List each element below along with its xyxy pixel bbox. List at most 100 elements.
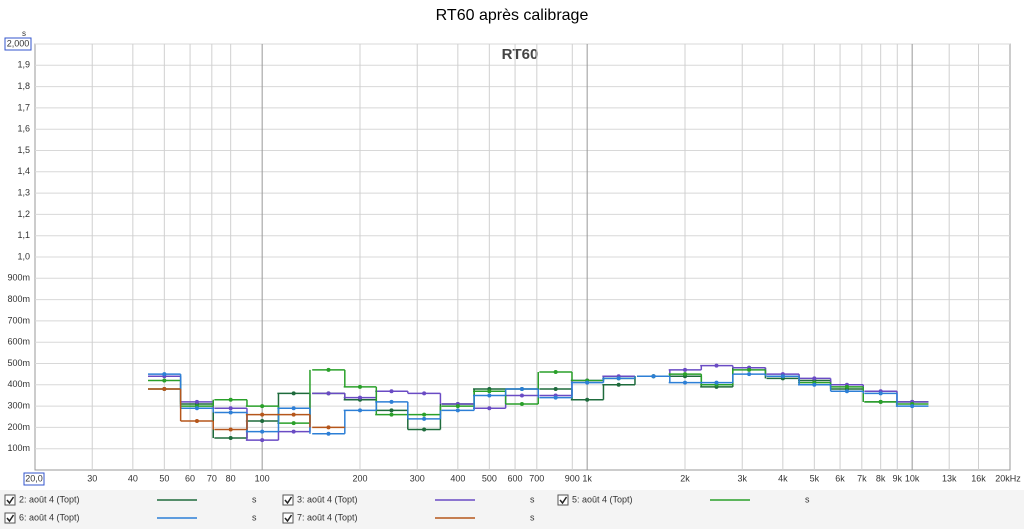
y-tick-label: 1,0 [17,251,30,261]
x-tick-label: 70 [207,473,217,483]
y-tick-label: 800m [7,294,30,304]
legend-checkbox [282,512,294,524]
data-point [358,384,362,389]
data-point [422,416,427,421]
data-point [422,391,427,396]
x-tick-label: 40 [128,473,138,483]
legend-checkbox [282,494,294,506]
x-limit-box [23,472,45,486]
legend-checkbox [557,494,569,506]
data-point [291,406,296,411]
y-tick-label: 1,8 [17,81,30,91]
data-point [844,384,849,389]
data-point [422,412,427,417]
data-point [194,419,199,424]
y-tick-label: 200m [7,422,30,432]
data-point [455,408,460,413]
legend-label: 2: août 4 (Topt) [19,494,80,504]
data-point [260,412,265,417]
legend-area [0,490,1024,529]
data-point [326,425,331,430]
data-point [553,370,558,375]
data-point [228,427,233,432]
data-point [519,387,524,392]
data-point [162,378,167,383]
data-point [228,406,233,411]
data-point [260,419,265,424]
data-point [812,382,817,387]
x-tick-label: 7k [857,473,867,483]
legend-checkbox [4,512,16,524]
legend-check [284,514,293,523]
data-point [326,391,331,396]
x-tick-label: 300 [410,473,425,483]
data-point [616,382,621,387]
y-tick-label: 400m [7,379,30,389]
x-tick-label: 3k [737,473,747,483]
legend-label: 5: août 4 (Topt) [572,494,633,504]
data-point [519,393,524,398]
data-point [389,399,394,404]
data-point [260,438,265,443]
data-point [194,399,199,404]
data-point [291,421,296,426]
y-tick-label: 1,3 [17,187,30,197]
y-tick-label: 2,000 [7,38,30,48]
data-point [162,387,167,392]
x-tick-label: 500 [482,473,497,483]
data-point [651,374,656,379]
data-point [878,399,883,404]
data-point [422,427,427,432]
data-point [910,404,915,409]
data-point [747,367,752,372]
legend-check [6,514,15,523]
data-point [389,408,394,413]
y-tick-label: 900m [7,273,30,283]
chart-title: RT60 après calibrage [436,7,589,24]
x-tick-label: 200 [352,473,367,483]
data-point [812,376,817,381]
series [148,372,929,436]
data-point [455,404,460,409]
x-tick-label: 8k [876,473,886,483]
data-point [162,372,167,377]
y-tick-label: 1,2 [17,209,30,219]
data-point [683,372,687,377]
x-tick-label: 20,0 [25,473,43,483]
x-tick-label: 5k [810,473,820,483]
data-point [194,406,199,411]
x-tick-label: 900 [565,473,580,483]
y-tick-label: 1,4 [17,166,30,176]
data-point [487,393,492,398]
data-point [291,429,296,434]
data-point [358,408,362,413]
legend-unit: s [252,512,257,522]
data-point [260,429,265,434]
data-point [291,391,296,396]
x-tick-label: 4k [778,473,788,483]
data-point [326,431,331,436]
data-point [228,397,233,402]
legend-label: 7: août 4 (Topt) [297,512,358,522]
data-point [844,389,849,394]
legend-unit: s [252,494,257,504]
x-tick-label: 400 [450,473,465,483]
y-tick-label: 300m [7,400,30,410]
data-point [553,387,558,392]
data-point [714,380,719,385]
data-point [228,410,233,415]
x-tick-label: 100 [255,473,270,483]
legend-check [6,496,15,505]
data-point [389,412,394,417]
plot-title: RT60 [502,46,539,63]
legend-unit: s [530,494,535,504]
x-tick-label: 80 [226,473,236,483]
x-tick-label: 9k [893,473,903,483]
data-point [487,389,492,394]
y-tick-label: 1,5 [17,145,30,155]
y-tick-label: 1,1 [17,230,30,240]
data-point [291,412,296,417]
x-tick-label: 2k [680,473,690,483]
legend-check [284,496,293,505]
